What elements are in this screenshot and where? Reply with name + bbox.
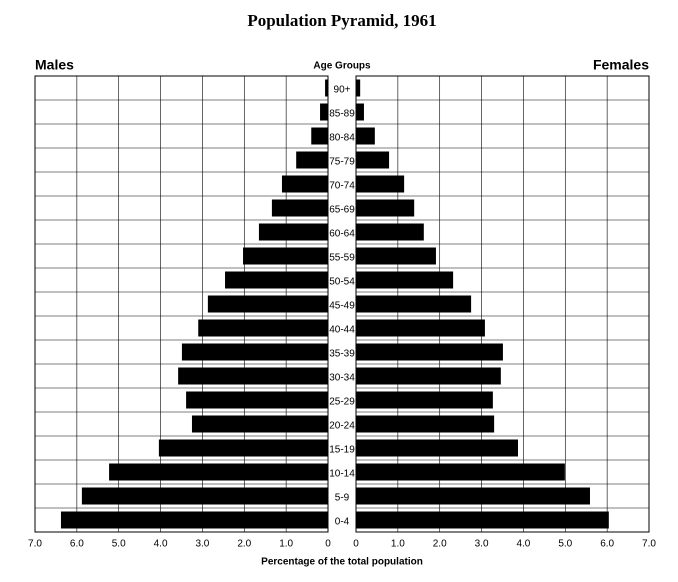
bar (225, 271, 328, 289)
x-tick-label: 0 (353, 539, 359, 550)
bar (356, 391, 493, 409)
category-tick-label: 40-44 (329, 325, 355, 336)
chart-title: Population Pyramid, 1961 (247, 11, 436, 30)
bar (356, 343, 503, 361)
bar (281, 175, 328, 193)
bar (243, 247, 328, 265)
bar (356, 415, 495, 433)
x-tick-label: 4.0 (154, 539, 168, 550)
category-tick-label: 25-29 (329, 397, 355, 408)
category-tick-label: 10-14 (329, 469, 355, 480)
category-tick-label: 90+ (334, 85, 351, 96)
x-tick-label: 6.0 (70, 539, 84, 550)
bar (158, 439, 328, 457)
bar (296, 151, 328, 169)
category-label: Age Groups (313, 61, 371, 72)
category-tick-label: 65-69 (329, 205, 355, 216)
category-tick-label: 70-74 (329, 181, 355, 192)
bar (356, 127, 375, 145)
bar (81, 487, 328, 505)
category-tick-label: 15-19 (329, 445, 355, 456)
bar (356, 223, 424, 241)
bar (109, 463, 328, 481)
bar (356, 175, 405, 193)
bar (356, 199, 415, 217)
category-tick-label: 30-34 (329, 373, 355, 384)
bar (207, 295, 328, 313)
bar (325, 79, 328, 97)
category-tick-label: 85-89 (329, 109, 355, 120)
bar (356, 463, 565, 481)
category-tick-label: 75-79 (329, 157, 355, 168)
category-tick-label: 45-49 (329, 301, 355, 312)
category-tick-label: 0-4 (335, 517, 350, 528)
x-tick-label: 1.0 (391, 539, 405, 550)
category-tick-label: 20-24 (329, 421, 355, 432)
x-tick-label: 3.0 (195, 539, 209, 550)
bar (356, 103, 364, 121)
bar (178, 367, 328, 385)
bar (356, 487, 590, 505)
bar (356, 247, 436, 265)
legend-label: Males (35, 57, 74, 73)
legend-label: Females (593, 57, 649, 73)
x-tick-label: 6.0 (600, 539, 614, 550)
bar (60, 511, 329, 529)
bar (191, 415, 328, 433)
bar (356, 271, 454, 289)
x-tick-label: 2.0 (433, 539, 447, 550)
category-tick-label: 35-39 (329, 349, 355, 360)
category-tick-label: 50-54 (329, 277, 355, 288)
category-tick-label: 80-84 (329, 133, 355, 144)
bar (356, 79, 361, 97)
bar (356, 367, 501, 385)
x-tick-label: 2.0 (237, 539, 251, 550)
bar (356, 151, 390, 169)
bar (258, 223, 328, 241)
x-tick-label: 7.0 (28, 539, 42, 550)
x-tick-label: 7.0 (642, 539, 656, 550)
x-tick-label: 1.0 (279, 539, 293, 550)
category-tick-label: 5-9 (335, 493, 350, 504)
bar (311, 127, 328, 145)
x-axis-label: Percentage of the total population (261, 557, 423, 568)
x-tick-label: 4.0 (516, 539, 530, 550)
x-tick-label: 3.0 (475, 539, 489, 550)
x-tick-label: 5.0 (112, 539, 126, 550)
bar (356, 511, 609, 529)
category-tick-label: 55-59 (329, 253, 355, 264)
bar (356, 319, 485, 337)
bar (356, 439, 518, 457)
bar (186, 391, 328, 409)
bar (181, 343, 328, 361)
x-tick-label: 0 (325, 539, 331, 550)
bar (271, 199, 328, 217)
x-tick-label: 5.0 (558, 539, 572, 550)
bar (320, 103, 328, 121)
bar (198, 319, 328, 337)
category-tick-label: 60-64 (329, 229, 355, 240)
bar (356, 295, 472, 313)
